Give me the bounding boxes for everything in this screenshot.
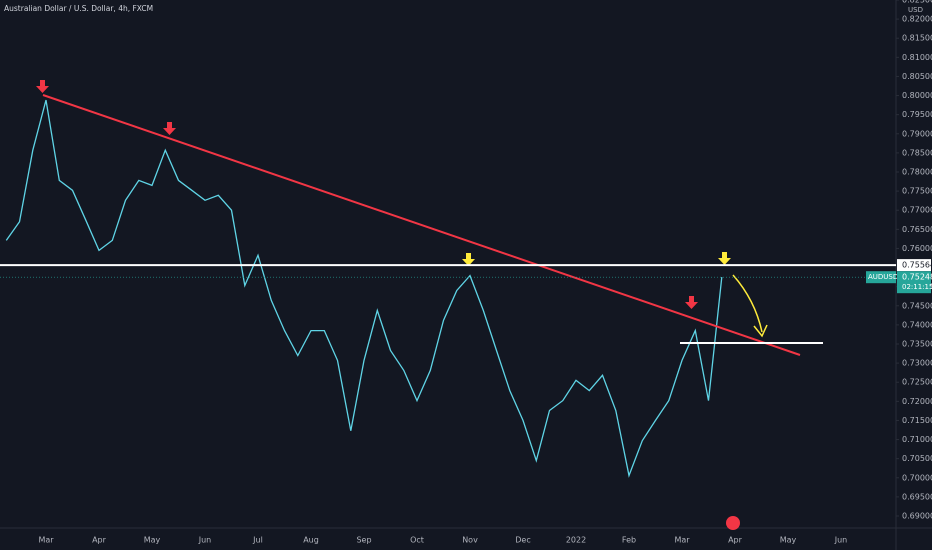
- y-tick-label: 0.69500: [902, 492, 932, 501]
- y-tick-label: 0.82500: [902, 0, 932, 5]
- y-tick-label: 0.81500: [902, 34, 932, 43]
- y-tick-label: 0.78000: [902, 168, 932, 177]
- y-tick-label: 0.81000: [902, 53, 932, 62]
- y-tick-label: 0.78500: [902, 148, 932, 157]
- projection-arrow-head: [753, 324, 768, 338]
- y-tick-label: 0.71500: [902, 416, 932, 425]
- symbol-label: AUDUSD: [868, 273, 898, 281]
- y-tick-label: 0.71000: [902, 435, 932, 444]
- projection-arrow: [732, 274, 763, 333]
- x-tick-label: May: [144, 536, 161, 545]
- y-tick-label: 0.79500: [902, 110, 932, 119]
- yellow-arrows: [462, 252, 731, 266]
- y-tick-label: 0.77500: [902, 187, 932, 196]
- y-tick-label: 0.80500: [902, 72, 932, 81]
- y-tick-label: 0.76000: [902, 244, 932, 253]
- last-price-box: [897, 271, 931, 294]
- x-tick-label: Apr: [728, 536, 743, 545]
- symbol-box: [866, 271, 896, 284]
- logo: [726, 516, 740, 530]
- y-tick-label: 0.70500: [902, 454, 932, 463]
- y-tick-label: 0.73500: [902, 340, 932, 349]
- x-tick-label: Oct: [410, 536, 424, 545]
- y-tick-label: 0.79000: [902, 129, 932, 138]
- y-tick-label: 0.77000: [902, 206, 932, 215]
- x-tick-label: Jun: [198, 536, 212, 545]
- red-arrows: [36, 80, 698, 309]
- x-tick-label: Mar: [674, 536, 690, 545]
- x-tick-label: Mar: [38, 536, 54, 545]
- x-tick-label: 2022: [566, 536, 586, 545]
- x-tick-label: Feb: [622, 536, 636, 545]
- chart-title: Australian Dollar / U.S. Dollar, 4h, FXC…: [4, 4, 153, 13]
- y-tick-label: 0.76500: [902, 225, 932, 234]
- x-tick-label: Nov: [462, 536, 478, 545]
- y-tick-label: 0.74500: [902, 301, 932, 310]
- level-label-box: [897, 259, 931, 272]
- y-tick-label: 0.72500: [902, 378, 932, 387]
- y-tick-label: 0.69000: [902, 512, 932, 521]
- x-tick-label: Sep: [356, 536, 371, 545]
- last-price-label: 0.75248: [902, 273, 932, 282]
- y-tick-label: 0.72000: [902, 397, 932, 406]
- y-tick-label: 0.74000: [902, 320, 932, 329]
- x-tick-label: Jul: [252, 536, 263, 545]
- x-tick-label: Aug: [303, 536, 319, 545]
- y-tick-label: 0.70000: [902, 473, 932, 482]
- x-tick-label: Jun: [834, 536, 848, 545]
- y-tick-label: 0.82000: [902, 15, 932, 24]
- price-line: [5, 99, 723, 478]
- x-tick-label: May: [780, 536, 797, 545]
- y-tick-label: 0.73000: [902, 359, 932, 368]
- trend-line: [42, 94, 801, 356]
- countdown-label: 02:11:15: [902, 283, 932, 291]
- x-tick-label: Dec: [515, 536, 530, 545]
- axis-unit: USD: [908, 6, 923, 14]
- y-tick-label: 0.80000: [902, 91, 932, 100]
- x-tick-label: Apr: [92, 536, 107, 545]
- level-label: 0.75564: [902, 261, 932, 270]
